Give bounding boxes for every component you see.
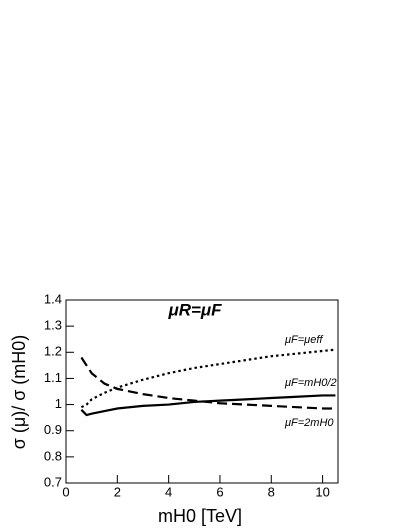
series-label: μF=2mH0 xyxy=(284,417,334,429)
y-tick-label: 0.7 xyxy=(44,474,62,489)
y-tick-label: 1.3 xyxy=(44,318,62,333)
plot-frame xyxy=(65,299,339,484)
x-tick-label: 2 xyxy=(114,484,121,499)
series-line xyxy=(80,356,336,410)
x-tick-label: 8 xyxy=(268,484,275,499)
chart-title: μR=μF xyxy=(167,300,222,319)
y-tick-label: 1 xyxy=(55,396,62,411)
x-tick-label: 10 xyxy=(315,484,329,499)
x-axis-label: mH0 [TeV] xyxy=(158,506,242,526)
y-tick-label: 0.8 xyxy=(44,448,62,463)
y-tick-label: 1.4 xyxy=(44,291,62,306)
series-label: μF=μeff xyxy=(284,334,323,346)
series-line xyxy=(80,394,336,417)
series-label: μF=mH0/2 xyxy=(284,377,337,389)
y-tick-label: 0.9 xyxy=(44,422,62,437)
x-tick-label: 4 xyxy=(165,484,172,499)
series-line xyxy=(80,348,336,409)
x-tick-label: 0 xyxy=(62,484,69,499)
y-axis-label: σ (μ)/ σ (mH0) xyxy=(9,335,29,450)
y-tick-label: 1.2 xyxy=(44,344,62,359)
y-tick-label: 1.1 xyxy=(44,370,62,385)
x-tick-label: 6 xyxy=(216,484,223,499)
